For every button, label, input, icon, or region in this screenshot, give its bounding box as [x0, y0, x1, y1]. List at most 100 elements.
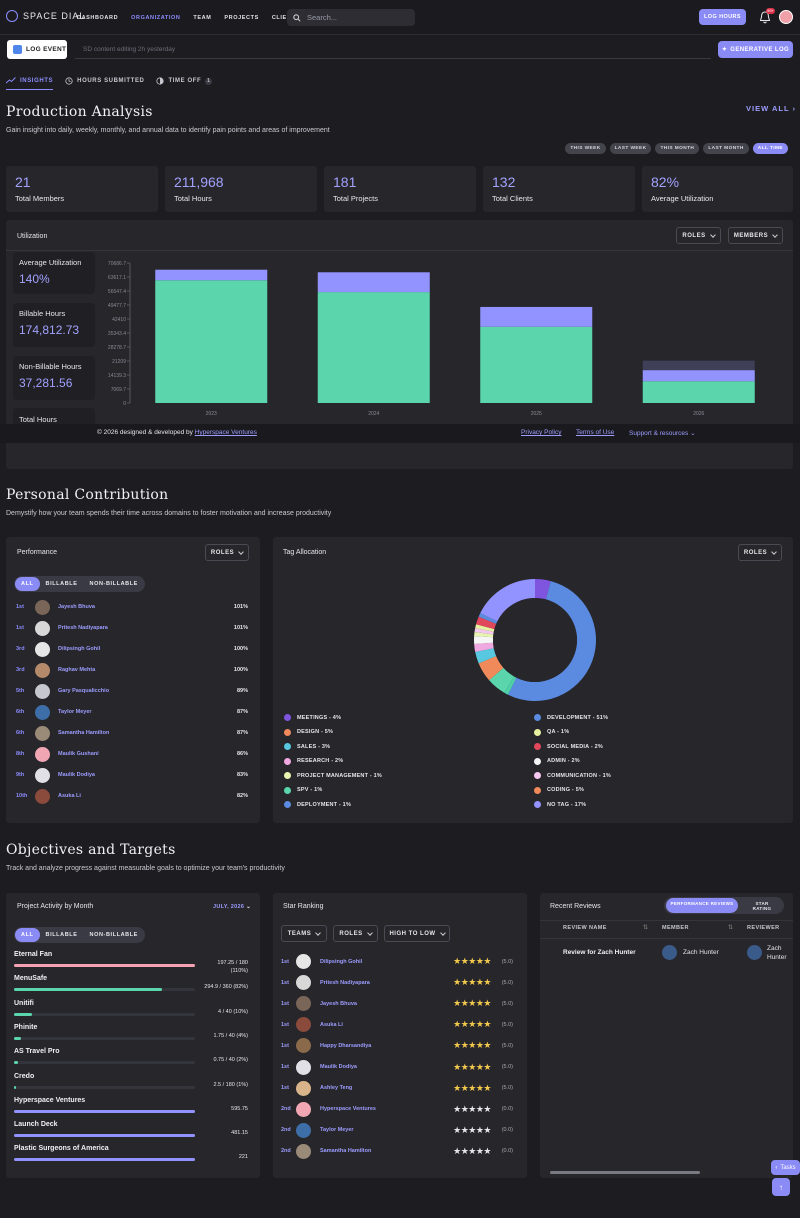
footer-company-link[interactable]: Hyperspace Ventures — [194, 429, 257, 436]
member-name[interactable]: Jayesh Bhuva — [320, 1000, 357, 1007]
bar-non-billable-2023[interactable] — [155, 269, 268, 281]
teams-dropdown[interactable]: TEAMS — [281, 925, 327, 942]
seg-non-billable[interactable]: NON-BILLABLE — [89, 932, 138, 938]
project-row[interactable]: Plastic Surgeons of America 221 — [14, 1145, 254, 1165]
table-row[interactable]: 3rd Raghav Mehta 100% — [16, 660, 256, 680]
project-row[interactable]: Unitifi 4 / 40 (10%) — [14, 1000, 254, 1020]
bar-non-billable-2024[interactable] — [317, 272, 430, 293]
bar-other-2026[interactable] — [642, 360, 755, 371]
member-name[interactable]: Asuka Li — [320, 1021, 343, 1028]
member-name[interactable]: Raghav Mehta — [58, 667, 96, 673]
star-row[interactable]: 2nd Taylor Meyer ★★★★★ (0.0) — [281, 1120, 521, 1141]
table-row[interactable]: 6th Samantha Hamilton 87% — [16, 723, 256, 743]
seg-billable[interactable]: BILLABLE — [45, 932, 78, 938]
donut-slice-qa[interactable] — [475, 624, 495, 632]
log-event-button[interactable]: LOG EVENT — [7, 40, 67, 59]
bar-billable-2025[interactable] — [480, 326, 593, 403]
member-name[interactable]: Pritesh Nadiyapara — [58, 625, 108, 631]
star-row[interactable]: 1st Pritesh Nadiyapara ★★★★★ (5.0) — [281, 972, 521, 993]
star-row[interactable]: 1st Ashley Teng ★★★★★ (5.0) — [281, 1078, 521, 1099]
star-row[interactable]: 1st Asuka Li ★★★★★ (5.0) — [281, 1014, 521, 1035]
range-this-week[interactable]: THIS WEEK — [565, 143, 606, 154]
donut-slice-coding[interactable] — [478, 656, 504, 681]
star-ranking-list[interactable]: 1st Dilipsingh Gohil ★★★★★ (5.0) 1st Pritesh … — [273, 950, 527, 1173]
donut-slice-spv[interactable] — [504, 676, 517, 695]
donut-slice-deployment[interactable] — [478, 613, 498, 624]
support-link[interactable]: Support & resources ⌄ — [629, 430, 696, 437]
tab-time-off[interactable]: TIME OFF 1 — [156, 77, 213, 90]
project-row[interactable]: Phinite 1.75 / 40 (4%) — [14, 1024, 254, 1044]
members-dropdown[interactable]: MEMBERS — [728, 227, 783, 244]
table-row[interactable]: 10th Asuka Li 82% — [16, 786, 256, 806]
col-review-name[interactable]: REVIEW NAME — [563, 925, 607, 931]
star-row[interactable]: 1st Happy Dharsandiya ★★★★★ (5.0) — [281, 1035, 521, 1056]
project-row[interactable]: Eternal Fan 197.25 / 180 (110%) — [14, 951, 254, 974]
range-last-week[interactable]: LAST WEEK — [609, 143, 652, 154]
donut-slice-meetings[interactable] — [535, 579, 551, 600]
sort-icon[interactable]: ⇅ — [643, 925, 649, 931]
generative-log-button[interactable]: ✦ GENERATIVE LOG — [718, 41, 793, 58]
seg-billable[interactable]: BILLABLE — [45, 581, 78, 587]
donut-slice-design[interactable] — [489, 667, 514, 693]
sort-icon[interactable]: ⇅ — [728, 925, 734, 931]
sort-dropdown[interactable]: HIGH TO LOW — [384, 925, 450, 942]
app-logo[interactable]: SPACE DIAL — [6, 10, 85, 22]
tag-roles-dropdown[interactable]: ROLES — [738, 544, 782, 561]
view-all-link[interactable]: VIEW ALL › — [746, 104, 797, 113]
donut-slice-sales[interactable] — [475, 648, 497, 664]
tab-hours-submitted[interactable]: HOURS SUBMITTED — [65, 77, 144, 90]
table-row[interactable]: 5th Gary Pasqualicchio 89% — [16, 681, 256, 701]
star-row[interactable]: 1st Dilipsingh Gohil ★★★★★ (5.0) — [281, 951, 521, 972]
member-name[interactable]: Happy Dharsandiya — [320, 1042, 372, 1049]
donut-slice-research[interactable] — [474, 642, 494, 652]
table-row[interactable]: 1st Jayesh Bhuva 101% — [16, 597, 256, 617]
seg-star-rating[interactable]: STAR RATING — [752, 901, 772, 911]
table-row[interactable]: 8th Maulik Gushani 86% — [16, 744, 256, 764]
table-row[interactable]: 6th Taylor Meyer 87% — [16, 702, 256, 722]
scroll-top-button[interactable]: ↑ — [772, 1178, 790, 1196]
star-row[interactable]: 2nd Hyperspace Ventures ★★★★★ (0.0) — [281, 1099, 521, 1120]
nav-projects[interactable]: PROJECTS — [224, 15, 259, 21]
donut-slice-social-media[interactable] — [476, 616, 497, 630]
member-name[interactable]: Maulik Dodiya — [58, 772, 95, 778]
project-row[interactable]: Hyperspace Ventures 595.75 — [14, 1097, 254, 1117]
review-name-cell[interactable]: Review for Zach Hunter — [563, 949, 636, 956]
project-row[interactable]: AS Travel Pro 0.75 / 40 (2%) — [14, 1048, 254, 1068]
member-name[interactable]: Asuka Li — [58, 793, 81, 799]
star-row[interactable]: 1st Jayesh Bhuva ★★★★★ (5.0) — [281, 993, 521, 1014]
user-avatar[interactable] — [779, 10, 793, 24]
member-name[interactable]: Maulik Gushani — [58, 751, 99, 757]
tab-insights[interactable]: INSIGHTS — [6, 77, 54, 90]
member-name[interactable]: Jayesh Bhuva — [58, 604, 95, 610]
nav-team[interactable]: TEAM — [193, 15, 212, 21]
roles-dropdown[interactable]: ROLES — [676, 227, 721, 244]
range-last-month[interactable]: LAST MONTH — [703, 143, 749, 154]
seg-performance-reviews[interactable]: PERFORMANCE REVIEWS — [666, 898, 738, 913]
seg-non-billable[interactable]: NON-BILLABLE — [89, 581, 138, 587]
member-name[interactable]: Pritesh Nadiyapara — [320, 979, 370, 986]
member-name[interactable]: Taylor Meyer — [58, 709, 92, 715]
table-row[interactable]: 3rd Dilipsingh Gohil 100% — [16, 639, 256, 659]
nav-organization[interactable]: ORGANIZATION — [131, 15, 181, 21]
member-name[interactable]: Taylor Meyer — [320, 1127, 354, 1134]
project-row[interactable]: MenuSafe 294.9 / 360 (82%) — [14, 975, 254, 995]
project-row[interactable]: Credo 2.5 / 180 (1%) — [14, 1073, 254, 1093]
nav-clients[interactable]: CLIENTS — [271, 15, 300, 21]
member-name[interactable]: Dilipsingh Gohil — [58, 646, 101, 652]
member-name[interactable]: Samantha Hamilton — [320, 1148, 372, 1155]
donut-slice-communication[interactable] — [474, 628, 494, 635]
log-hours-button[interactable]: LOG HOURS — [699, 9, 746, 25]
member-name[interactable]: Samantha Hamilton — [58, 730, 110, 736]
range-all-time[interactable]: ALL TIME — [752, 143, 788, 154]
project-row[interactable]: Launch Deck 481.15 — [14, 1121, 254, 1141]
bar-non-billable-2026[interactable] — [642, 370, 755, 382]
seg-all[interactable]: ALL — [15, 577, 40, 591]
donut-slice-admin[interactable] — [474, 636, 494, 644]
terms-link[interactable]: Terms of Use — [576, 429, 615, 436]
donut-slice-project-management[interactable] — [474, 632, 494, 638]
member-name[interactable]: Hyperspace Ventures — [320, 1106, 376, 1113]
donut-slice-development[interactable] — [508, 581, 596, 701]
donut-slice-no-tag[interactable] — [480, 579, 535, 622]
member-name[interactable]: Maulik Dodiya — [320, 1064, 357, 1070]
performance-roles-dropdown[interactable]: ROLES — [205, 544, 249, 561]
